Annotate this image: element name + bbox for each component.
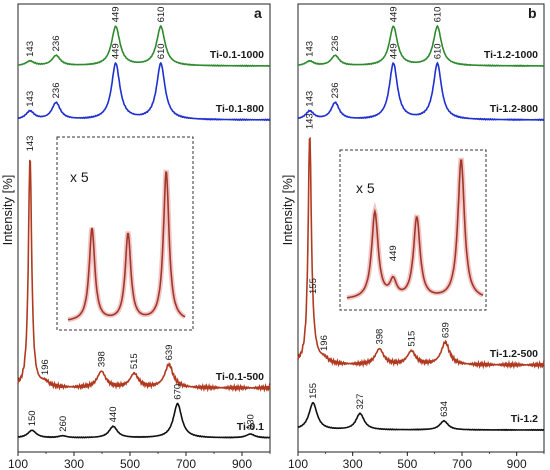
series-label: Ti-1.2: [511, 413, 538, 425]
series-label: Ti-0.1-800: [216, 103, 264, 115]
peak-label: 236: [330, 83, 341, 99]
peak-label: 610: [432, 7, 443, 23]
x-tick-label: 100: [288, 457, 308, 470]
inset: x 5: [56, 136, 194, 331]
peak-label: 449: [388, 43, 399, 59]
peak-label: 327: [355, 394, 366, 410]
y-axis-title: Intensity [%]: [280, 175, 295, 246]
peak-label: 143: [305, 113, 316, 129]
peak-label: 143: [305, 91, 316, 107]
inset-frame: [56, 136, 194, 331]
series-label: Ti-0.1-1000: [210, 49, 264, 61]
peak-label: 196: [319, 335, 330, 351]
plot-frame: [297, 3, 545, 453]
peak-label: 143: [25, 136, 36, 152]
series-line-Ti-1.2-800: [297, 61, 545, 122]
x-tick-label: 700: [452, 457, 472, 470]
series-label: Ti-1.2-500: [490, 348, 538, 360]
x-tick-label: 300: [64, 457, 84, 470]
peak-label: 398: [374, 329, 385, 345]
peak-label: 449: [388, 6, 399, 22]
peak-label: 670: [173, 384, 184, 400]
inset-peak-label: 449: [388, 245, 399, 261]
peak-label: 155: [308, 278, 319, 294]
peak-label: 449: [111, 43, 122, 59]
peak-label: 610: [432, 43, 443, 59]
inset: x 5 449: [339, 149, 487, 311]
series-label: Ti-0.1-500: [216, 371, 264, 383]
x-tick-label: 900: [232, 457, 252, 470]
series-label: Ti-1.2-1000: [484, 49, 538, 61]
series-line-Ti-0.1-1000: [18, 24, 271, 68]
peak-label: 634: [439, 401, 450, 417]
peak-label: 449: [111, 6, 122, 22]
series-line-Ti-1.2: [297, 401, 545, 432]
peak-label: 155: [308, 383, 319, 399]
peak-label: 515: [129, 353, 140, 369]
series-line-Ti-1.2-500: [297, 136, 545, 370]
x-tick-label: 300: [343, 457, 363, 470]
peak-label: 143: [25, 41, 36, 57]
peak-label: 930: [245, 414, 256, 430]
x-tick-label: 500: [120, 457, 140, 470]
series-label: Ti-1.2-800: [490, 103, 538, 115]
peak-label: 196: [40, 359, 51, 375]
y-axis-title: Intensity [%]: [0, 175, 15, 246]
x-tick-label: 100: [8, 457, 28, 470]
series-line-Ti-1.2-1000: [298, 24, 545, 68]
peak-label: 143: [305, 41, 316, 57]
inset-frame: [339, 149, 487, 311]
peak-label: 610: [156, 7, 167, 23]
panel-label: b: [528, 5, 537, 21]
panel-a: 100300500700900Wavenumber [cm-1]Intensit…: [0, 3, 271, 470]
peak-label: 398: [96, 351, 107, 367]
peak-label: 236: [51, 83, 62, 99]
peak-label: 236: [330, 35, 341, 51]
plot-frame: [17, 3, 271, 453]
peak-label: 260: [58, 416, 69, 432]
inset-magnification-label: x 5: [356, 180, 375, 196]
x-tick-label: 700: [176, 457, 196, 470]
x-tick-label: 500: [397, 457, 417, 470]
inset-series-line: [346, 159, 484, 299]
peak-label: 150: [27, 410, 38, 426]
peak-label: 639: [164, 345, 175, 361]
panel-label: a: [254, 5, 262, 21]
peak-label: 143: [25, 91, 36, 107]
series-label: Ti-0.1: [237, 421, 264, 433]
peak-label: 639: [440, 322, 451, 338]
series-line-Ti-0.1-800: [17, 61, 271, 122]
x-tick-label: 900: [507, 457, 527, 470]
inset-series-line: [67, 171, 186, 321]
peak-label: 440: [108, 406, 119, 422]
panel-b: 100300500700900Wavenumber [cm-1]Intensit…: [280, 3, 545, 470]
series-line-Ti-0.1-500: [17, 159, 271, 393]
peak-label: 610: [156, 43, 167, 59]
inset-magnification-label: x 5: [70, 169, 89, 185]
series-line-Ti-0.1: [17, 402, 271, 439]
peak-label: 515: [406, 331, 417, 347]
peak-label: 236: [51, 35, 62, 51]
